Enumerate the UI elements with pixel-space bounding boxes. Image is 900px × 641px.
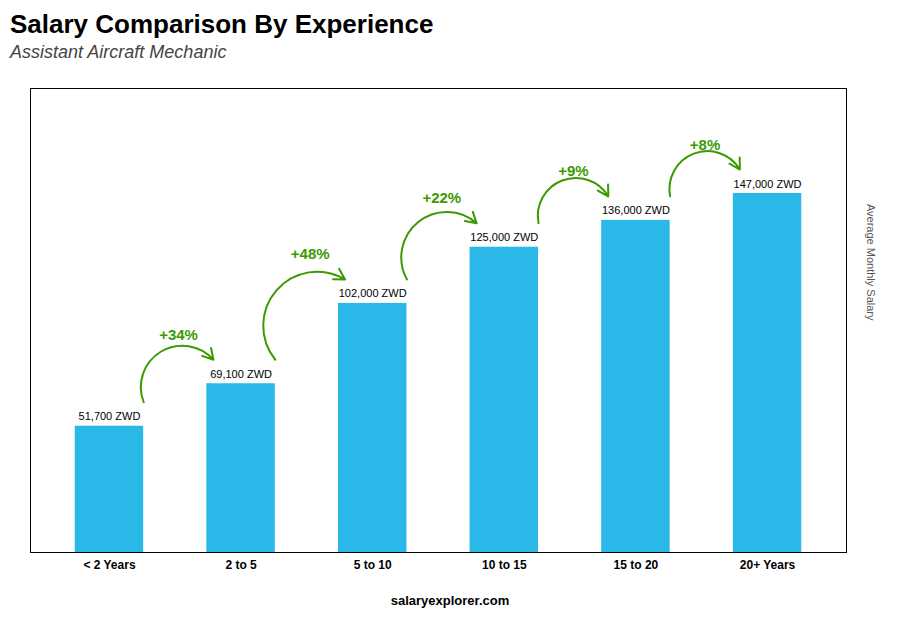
svg-text:5 to 10: 5 to 10 <box>354 558 392 572</box>
html-text:Salary Comparison By Experienc: Salary Comparison By Experience <box>10 9 434 39</box>
svg-text:10 to 15: 10 to 15 <box>482 558 527 572</box>
svg-text:69,100 ZWD: 69,100 ZWD <box>210 368 272 380</box>
html-text:salaryexplorer.com: salaryexplorer.com <box>390 593 510 608</box>
svg-text:51,700 ZWD: 51,700 ZWD <box>79 410 141 422</box>
svg-text:147,000 ZWD: 147,000 ZWD <box>734 178 802 190</box>
svg-text:125,000 ZWD: 125,000 ZWD <box>470 231 538 243</box>
svg-text:2 to 5: 2 to 5 <box>225 558 257 572</box>
svg-text:+9%: +9% <box>558 162 588 179</box>
svg-text:102,000 ZWD: 102,000 ZWD <box>339 287 407 299</box>
svg-text:+22%: +22% <box>422 189 461 206</box>
svg-text:136,000 ZWD: 136,000 ZWD <box>602 204 670 216</box>
html-text:Assistant Aircraft Mechanic: Assistant Aircraft Mechanic <box>10 42 227 62</box>
svg-text:Average Monthly Salary: Average Monthly Salary <box>865 204 877 321</box>
svg-text:+8%: +8% <box>690 136 720 153</box>
svg-text:+48%: +48% <box>291 245 330 262</box>
svg-text:+34%: +34% <box>159 326 198 343</box>
svg-text:20+ Years: 20+ Years <box>740 558 796 572</box>
svg-text:15 to 20: 15 to 20 <box>614 558 659 572</box>
svg-text:< 2 Years: < 2 Years <box>83 558 135 572</box>
